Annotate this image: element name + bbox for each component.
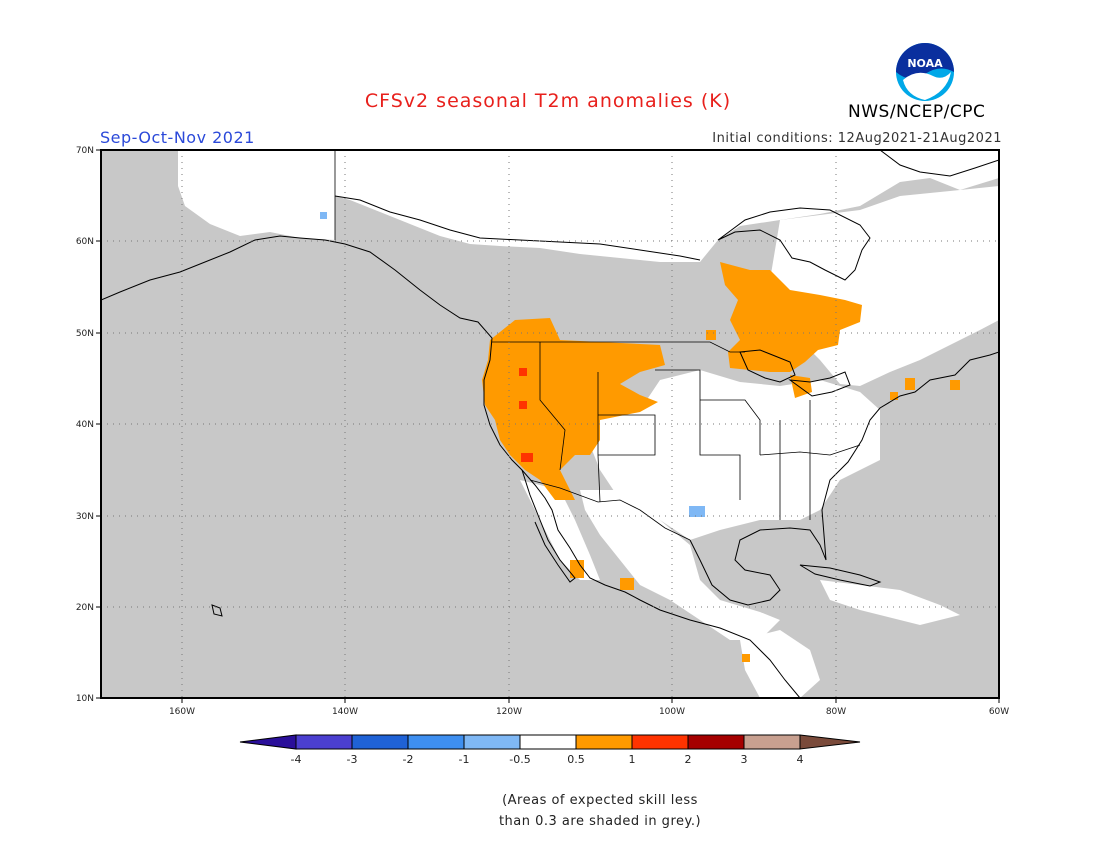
colorbar-segment xyxy=(407,734,465,750)
lat-label: 20N xyxy=(76,603,94,613)
colorbar-label: 2 xyxy=(685,753,692,766)
colorbar-segment xyxy=(519,734,577,750)
lon-label: 120W xyxy=(496,707,522,717)
colorbar-label: 0.5 xyxy=(567,753,585,766)
colorbar-label: -4 xyxy=(291,753,302,766)
agency-label: NWS/NCEP/CPC xyxy=(848,102,986,122)
borders xyxy=(334,150,861,541)
lon-label: 160W xyxy=(169,707,195,717)
colorbar-label: -1 xyxy=(459,753,470,766)
noaa-logo: NOAA xyxy=(896,43,954,101)
lon-label: 140W xyxy=(332,707,358,717)
lon-label: 60W xyxy=(989,707,1009,717)
graticule xyxy=(101,150,999,698)
lat-label: 50N xyxy=(76,329,94,339)
lat-label: 70N xyxy=(76,146,94,156)
skill-note-line: (Areas of expected skill less xyxy=(502,793,698,808)
colorbar-label: -2 xyxy=(403,753,414,766)
lat-label: 30N xyxy=(76,512,94,522)
colorbar-segment xyxy=(575,734,633,750)
colorbar-segment xyxy=(631,734,689,750)
lat-label: 60N xyxy=(76,237,94,247)
skill-note: (Areas of expected skill less than 0.3 a… xyxy=(400,790,800,832)
coastlines xyxy=(101,150,999,698)
lon-label: 100W xyxy=(659,707,685,717)
colorbar xyxy=(239,734,861,750)
colorbar-label: -3 xyxy=(347,753,358,766)
colorbar-segment xyxy=(351,734,409,750)
colorbar-segment xyxy=(687,734,745,750)
season-label: Sep-Oct-Nov 2021 xyxy=(100,128,255,147)
colorbar-segment xyxy=(239,734,297,750)
chart-title: CFSv2 seasonal T2m anomalies (K) xyxy=(364,90,732,112)
colorbar-label: 3 xyxy=(741,753,748,766)
colorbar-segment xyxy=(463,734,521,750)
colorbar-label: -0.5 xyxy=(509,753,530,766)
white-skill-areas xyxy=(178,150,999,698)
lon-label: 80W xyxy=(826,707,846,717)
colorbar-label: 1 xyxy=(629,753,636,766)
skill-note-line: than 0.3 are shaded in grey.) xyxy=(498,814,702,829)
lat-label: 40N xyxy=(76,420,94,430)
colorbar-segment xyxy=(799,734,861,750)
initial-conditions-label: Initial conditions: 12Aug2021-21Aug2021 xyxy=(712,131,1002,146)
colorbar-label: 4 xyxy=(797,753,804,766)
lat-label: 10N xyxy=(76,694,94,704)
svg-text:NOAA: NOAA xyxy=(907,57,943,70)
hot-anomaly-spots xyxy=(519,368,533,462)
cool-anomaly-spots xyxy=(320,212,705,517)
colorbar-segment xyxy=(295,734,353,750)
colorbar-segment xyxy=(743,734,801,750)
